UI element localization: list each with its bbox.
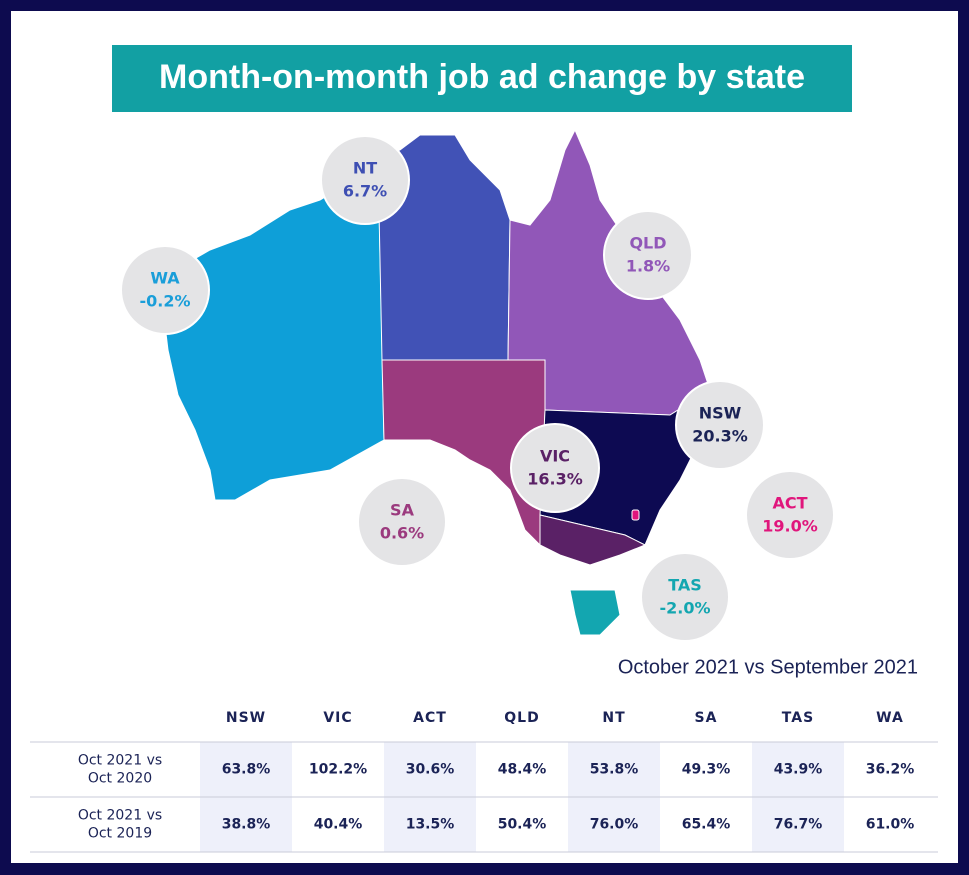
title: Month-on-month job ad change by state [159, 58, 805, 96]
bubble-circle [640, 552, 730, 642]
table: NSW VIC ACT QLD NT SA TAS WA Oct 2021 vs Oct 2020… [30, 710, 938, 853]
state-bubble: SA 0.6% [357, 477, 447, 567]
bubble-circle [357, 477, 447, 567]
column-header: NSW [226, 710, 266, 726]
row-label: Oct 2020 [88, 771, 152, 787]
state-bubble: NT 6.7% [320, 135, 410, 225]
state-value: 16.3% [527, 470, 583, 489]
cell: 61.0% [866, 817, 915, 833]
vic-shape [539, 514, 647, 566]
tas-shape [569, 589, 621, 636]
cell: 65.4% [682, 817, 731, 833]
cell: 63.8% [222, 762, 271, 778]
wa-shape [161, 159, 385, 501]
cell: 38.8% [222, 817, 271, 833]
state-name: TAS [668, 576, 702, 595]
state-bubble: VIC 16.3% [510, 423, 600, 513]
state-bubble: ACT 19.0% [745, 470, 835, 560]
column-header: QLD [504, 710, 539, 726]
state-bubble: WA -0.2% [120, 245, 210, 335]
state-bubble: TAS -2.0% [640, 552, 730, 642]
state-value: 0.6% [380, 524, 424, 543]
bubble-circle [603, 210, 693, 300]
act-shape [631, 509, 640, 521]
cell: 36.2% [866, 762, 915, 778]
bubble-circle [510, 423, 600, 513]
state-value: 19.0% [762, 517, 818, 536]
bubble-circle [745, 470, 835, 560]
column-header: ACT [413, 710, 447, 726]
bubble-circle [675, 380, 765, 470]
sa-shape [381, 359, 546, 547]
column-header: WA [876, 710, 904, 726]
cell: 76.7% [774, 817, 823, 833]
cell: 43.9% [774, 762, 823, 778]
cell: 50.4% [498, 817, 547, 833]
state-bubble: QLD 1.8% [603, 210, 693, 300]
state-name: QLD [629, 234, 666, 253]
state-bubble: NSW 20.3% [675, 380, 765, 470]
row-label: Oct 2021 vs [78, 753, 162, 769]
bubble-circle [120, 245, 210, 335]
row-label: Oct 2019 [88, 826, 152, 842]
cell: 13.5% [406, 817, 455, 833]
row-label: Oct 2021 vs [78, 808, 162, 824]
state-value: -2.0% [659, 599, 710, 618]
cell: 48.4% [498, 762, 547, 778]
state-name: VIC [540, 447, 570, 466]
state-name: NT [353, 159, 377, 178]
map [161, 128, 711, 636]
cell: 30.6% [406, 762, 455, 778]
column-header: SA [695, 710, 718, 726]
state-value: 20.3% [692, 427, 748, 446]
cell: 76.0% [590, 817, 639, 833]
state-value: 1.8% [626, 257, 670, 276]
title-box [112, 45, 852, 112]
column-header: NT [602, 710, 625, 726]
state-value: -0.2% [139, 292, 190, 311]
state-name: WA [150, 269, 180, 288]
column-header: TAS [782, 710, 814, 726]
state-name: NSW [699, 404, 742, 423]
cell: 53.8% [590, 762, 639, 778]
cell: 102.2% [309, 762, 367, 778]
state-name: ACT [772, 494, 807, 513]
state-value: 6.7% [343, 182, 387, 201]
state-name: SA [390, 501, 415, 520]
cell: 40.4% [314, 817, 363, 833]
column-header: VIC [323, 710, 352, 726]
cell: 49.3% [682, 762, 731, 778]
subtitle: October 2021 vs September 2021 [618, 656, 918, 678]
bubble-circle [320, 135, 410, 225]
